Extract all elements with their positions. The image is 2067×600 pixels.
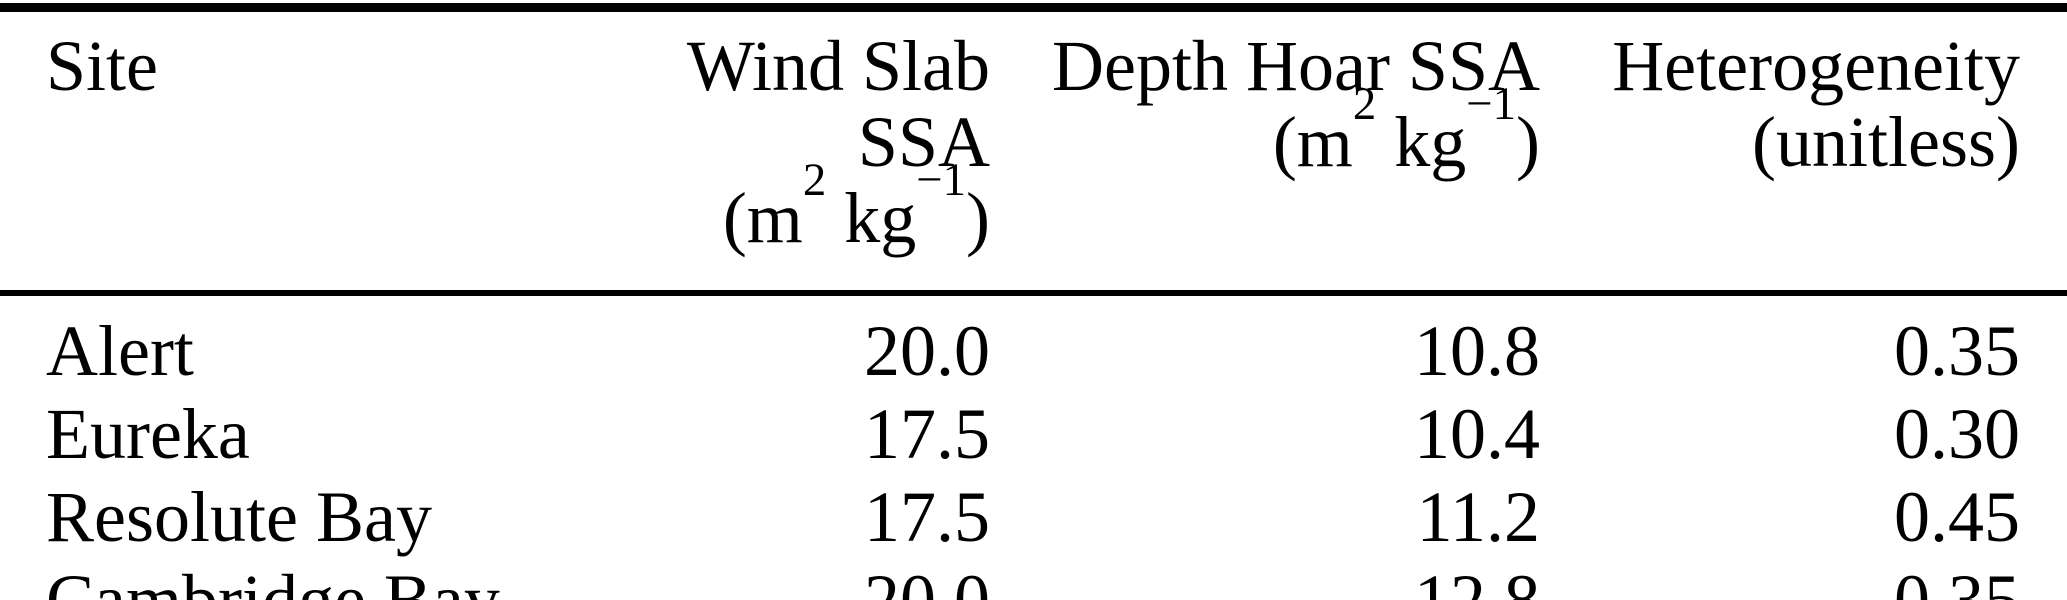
cell-heterogeneity: 0.35 (1894, 311, 2020, 391)
cell-heterogeneity: 0.45 (1894, 477, 2020, 557)
cell-site: Eureka (46, 394, 250, 474)
table-row: Cambridge Bay 20.0 12.8 0.35 (0, 559, 2067, 600)
superscript-exponent: −1 (916, 153, 967, 206)
table-row: Alert 20.0 10.8 0.35 (0, 293, 2067, 393)
superscript-exponent: 2 (802, 153, 827, 206)
column-header-heterogeneity: Heterogeneity (unitless) (1540, 7, 2067, 296)
cell-wind-slab-ssa: 17.5 (864, 477, 990, 557)
table-row: Eureka 17.5 10.4 0.30 (0, 393, 2067, 476)
table-body: Alert 20.0 10.8 0.35 Eureka 17.5 10.4 0.… (0, 293, 2067, 600)
column-header-depth-hoar-ssa: Depth Hoar SSA (m2 kg−1) (990, 7, 1540, 296)
cell-depth-hoar-ssa: 11.2 (1416, 477, 1540, 557)
table-header: Site Wind Slab SSA (m2 kg−1) Depth Hoar … (0, 7, 2067, 296)
cell-site: Resolute Bay (46, 477, 432, 557)
column-label-depth-hoar-ssa: Depth Hoar SSA (1052, 26, 1540, 106)
column-unit-wind-slab-ssa: (m2 kg−1) (722, 153, 990, 258)
cell-wind-slab-ssa: 20.0 (864, 311, 990, 391)
cell-heterogeneity: 0.30 (1894, 394, 2020, 474)
cell-depth-hoar-ssa: 10.4 (1414, 394, 1540, 474)
cell-depth-hoar-ssa: 10.8 (1414, 311, 1540, 391)
column-label-wind-slab-ssa: Wind Slab SSA (686, 26, 990, 182)
cell-wind-slab-ssa: 17.5 (864, 394, 990, 474)
cell-wind-slab-ssa: 20.0 (864, 560, 990, 600)
column-unit-heterogeneity: (unitless) (1752, 102, 2020, 182)
snow-ssa-table: Site Wind Slab SSA (m2 kg−1) Depth Hoar … (0, 3, 2067, 600)
superscript-exponent: 2 (1352, 77, 1377, 130)
column-header-site: Site (0, 7, 560, 296)
header-row: Site Wind Slab SSA (m2 kg−1) Depth Hoar … (0, 7, 2067, 296)
column-label-heterogeneity: Heterogeneity (1612, 26, 2020, 106)
column-unit-depth-hoar-ssa: (m2 kg−1) (1272, 77, 1540, 182)
cell-depth-hoar-ssa: 12.8 (1414, 560, 1540, 600)
superscript-exponent: −1 (1466, 77, 1517, 130)
table-row: Resolute Bay 17.5 11.2 0.45 (0, 476, 2067, 559)
cell-site: Cambridge Bay (46, 560, 500, 600)
cell-heterogeneity: 0.35 (1894, 560, 2020, 600)
cell-site: Alert (46, 311, 194, 391)
column-label-site: Site (46, 26, 159, 106)
column-header-wind-slab-ssa: Wind Slab SSA (m2 kg−1) (560, 7, 990, 296)
